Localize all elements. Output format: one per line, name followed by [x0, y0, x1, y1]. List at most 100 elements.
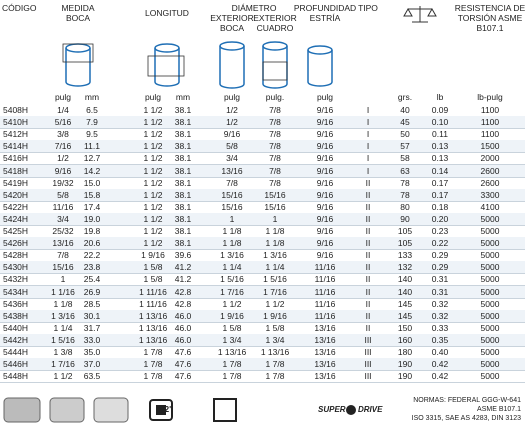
cell: 145 — [397, 310, 413, 321]
cell: 1 5/16 — [263, 274, 287, 285]
cell: 1 1/2 — [222, 298, 242, 309]
cell: 1 3/8 — [53, 347, 73, 357]
table-row: 5446H 1 7/16 37.0 1 7/8 47.6 1 7/8 1 7/8 13/16 I… — [0, 358, 525, 372]
cell: 0.17 — [431, 189, 449, 200]
cell: 15/16 — [264, 201, 286, 212]
cell: 1 3/4 — [265, 334, 285, 345]
cell: 38.1 — [174, 117, 192, 128]
cell: 13/16 — [314, 371, 336, 382]
header-tipo: TIPO — [358, 3, 378, 13]
cell: 15/16 — [221, 201, 243, 212]
table-row: 5432H 1 25.4 1 5/8 41.2 1 5/16 1 5/16 11/16 II 14… — [0, 273, 525, 287]
cell: 1 1/2 — [143, 177, 163, 188]
cell: 42.8 — [174, 286, 192, 297]
cell-code: 5436H — [3, 298, 29, 309]
cell: 38.1 — [174, 141, 192, 152]
table-row: 5428H 7/8 22.2 1 9/16 39.6 1 3/16 1 3/16 9/16 II… — [0, 249, 525, 263]
header-longitud: LONGITUD — [145, 8, 189, 18]
unit-label: mm — [84, 92, 100, 102]
cell: 30.1 — [83, 310, 101, 321]
cell: 1 3/16 — [220, 250, 244, 261]
cell: 39.6 — [174, 250, 192, 261]
cell: 9/16 — [54, 165, 72, 176]
cell-code: 5422H — [3, 201, 29, 212]
header-ext-boca: EXTERIOR BOCA — [210, 13, 254, 33]
unit-label: grs. — [397, 92, 413, 102]
cell: II — [365, 213, 371, 224]
cell: 9/16 — [316, 117, 334, 128]
header-profundidad: PROFUNDIDAD ESTRÍA — [293, 3, 357, 23]
cell: 5000 — [480, 347, 500, 357]
cell: 0.42 — [431, 371, 449, 382]
cell: 7/16 — [54, 141, 72, 152]
cell: 1 1/8 — [222, 226, 242, 236]
icon-body — [307, 50, 333, 87]
cell: 1 7/16 — [51, 359, 75, 370]
cell-code: 5412H — [3, 129, 29, 140]
cell: 3/4 — [226, 153, 238, 164]
cell: 1 7/8 — [265, 359, 285, 370]
cell: 1 11/16 — [139, 298, 167, 309]
cell: 20.6 — [83, 238, 101, 249]
cell: 11/16 — [52, 201, 74, 212]
cell: I — [366, 141, 370, 152]
cell: 37.0 — [83, 359, 101, 370]
cell: 5000 — [480, 226, 500, 236]
table-row: 5448H 1 1/2 63.5 1 7/8 47.6 1 7/8 1 7/8 13/16 II… — [0, 370, 525, 384]
cell: 1 1/2 — [143, 117, 163, 128]
cell: 1 9/16 — [263, 310, 287, 321]
cell: 46.0 — [174, 322, 192, 333]
icon-top — [154, 43, 180, 53]
cell: 38.1 — [174, 201, 192, 212]
cell: 5000 — [480, 334, 500, 345]
cell: 0.17 — [431, 177, 449, 188]
cell: 1/4 — [57, 105, 69, 115]
cell: II — [365, 274, 371, 285]
cell: 1/2 — [57, 153, 69, 164]
cell-code: 5442H — [3, 334, 29, 345]
cell: 0.31 — [431, 286, 449, 297]
table-row: 5408H 1/4 6.5 1 1/2 38.1 1/2 7/8 9/16 I 40 0.09 110… — [0, 104, 525, 117]
cell: III — [364, 359, 372, 370]
cell: 2000 — [480, 153, 500, 164]
cell: 63 — [400, 165, 410, 176]
cell: 5000 — [480, 298, 500, 309]
cell: 46.0 — [174, 310, 192, 321]
cell: 0.20 — [431, 213, 449, 224]
cell: 1 1/2 — [143, 141, 163, 152]
cell: 11/16 — [314, 262, 336, 273]
cell-code: 5448H — [3, 371, 29, 382]
cell: 1 3/16 — [263, 250, 287, 261]
cell: 47.6 — [174, 371, 192, 382]
cell: 15.8 — [83, 189, 101, 200]
cell: 7/8 — [226, 177, 238, 188]
cell: 9/16 — [316, 141, 334, 152]
norm-line: ASME B107.1 — [477, 406, 521, 413]
cell: 38.1 — [174, 105, 192, 115]
cell: 9/16 — [316, 177, 334, 188]
cell: 133 — [397, 250, 413, 261]
cell: 1 5/8 — [143, 274, 163, 285]
cell: I — [366, 117, 370, 128]
cell-code: 5432H — [3, 274, 29, 285]
cell: 1100 — [480, 105, 500, 115]
cell: II — [365, 238, 371, 249]
cell: 1 1/2 — [143, 165, 163, 176]
cell: 0.23 — [431, 226, 449, 236]
cell: 1 1/2 — [143, 129, 163, 140]
unit-label: pulg — [54, 92, 72, 102]
cell: 9/16 — [316, 213, 334, 224]
cell: 190 — [397, 371, 413, 382]
cell: 23.8 — [83, 262, 101, 273]
cell: 11/16 — [314, 310, 336, 321]
icon-top — [65, 43, 91, 53]
cell: 1 5/16 — [51, 334, 75, 345]
cell: II — [365, 226, 371, 236]
cell: 19.8 — [83, 226, 101, 236]
cell: 5000 — [480, 274, 500, 285]
cell: 22.2 — [83, 250, 101, 261]
unit-label: pulg — [144, 92, 162, 102]
cell: 0.32 — [431, 310, 449, 321]
scale-icon — [403, 6, 437, 23]
